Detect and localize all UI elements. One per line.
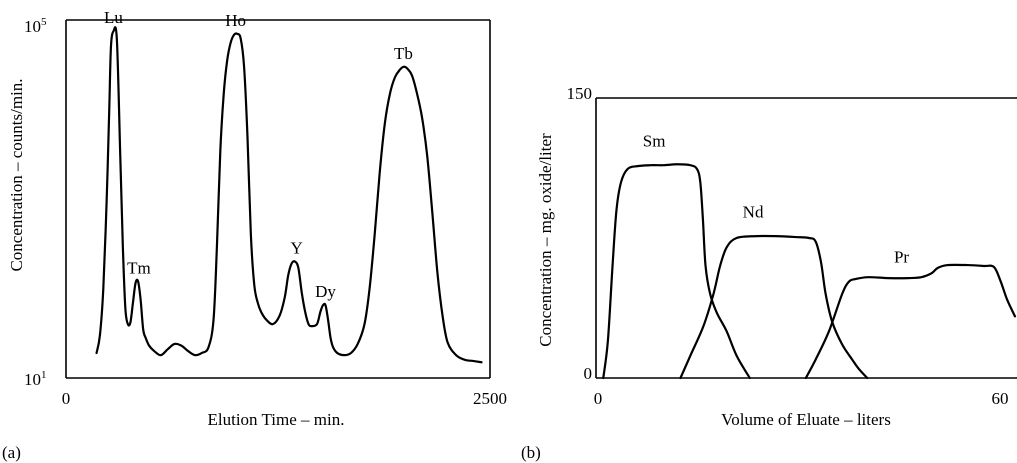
chart-b-xlabel: Volume of Eluate – liters [721, 410, 891, 429]
chart-a-xtick-2500: 2500 [473, 389, 507, 408]
chart-b-ytick-0: 0 [584, 364, 593, 383]
series-label-pr: Pr [894, 247, 909, 266]
chart-a-ytick-top: 105 [24, 16, 47, 36]
series-label-sm: Sm [643, 132, 666, 151]
peak-label-lu: Lu [104, 8, 123, 27]
series-line-sm [602, 163, 751, 380]
chart-a-series [95, 26, 483, 364]
chart-b-panel-label: (b) [521, 443, 541, 462]
chart-b-xtick-0: 0 [594, 389, 603, 408]
chart-a-peak-labels: Lu Tm Ho Y Dy Tb [104, 8, 413, 301]
chart-a-series-line [95, 26, 483, 364]
chart-b-series [602, 163, 1017, 380]
peak-label-tb: Tb [394, 44, 413, 63]
peak-label-dy: Dy [315, 282, 336, 301]
series-line-nd [679, 234, 869, 380]
chart-b-ytick-150: 150 [567, 84, 593, 103]
series-label-nd: Nd [743, 202, 764, 221]
chart-b-curve-labels: Sm Nd Pr [643, 132, 910, 267]
chart-a-ytick-bottom: 101 [24, 369, 47, 389]
chart-a: 105 101 0 2500 Elution Time – min. Conce… [2, 8, 507, 462]
chart-a-xtick-0: 0 [62, 389, 71, 408]
chart-b: 150 0 0 60 Volume of Eluate – liters Con… [521, 84, 1017, 462]
series-line-pr [804, 263, 1017, 380]
peak-label-y: Y [291, 239, 303, 258]
chart-a-ylabel: Concentration – counts/min. [7, 78, 26, 271]
chart-a-xlabel: Elution Time – min. [208, 410, 345, 429]
chart-a-panel-label: (a) [2, 443, 21, 462]
chart-b-ylabel: Concentration – mg. oxide/liter [536, 133, 555, 347]
chart-b-xtick-60: 60 [992, 389, 1009, 408]
peak-label-ho: Ho [225, 11, 246, 30]
peak-label-tm: Tm [127, 258, 151, 277]
